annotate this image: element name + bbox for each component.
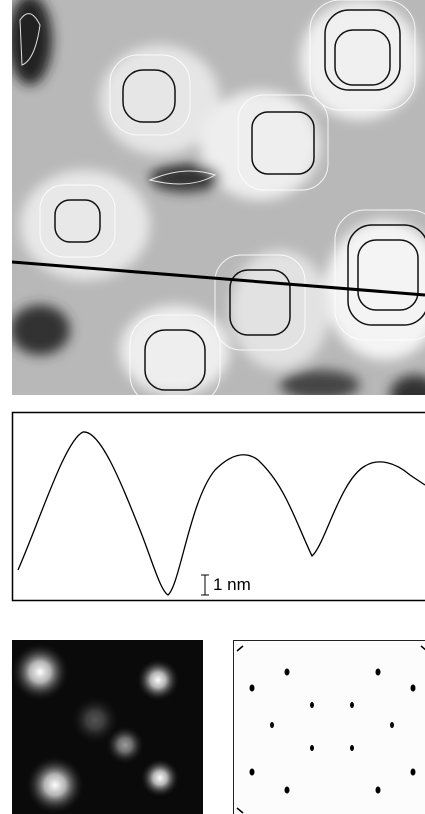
contour-image: [8, 0, 425, 415]
height-profile: 1 nm: [13, 413, 425, 601]
page: {"scale_bar": {"label": "1 nm"}}: [0, 0, 425, 814]
figure: 1 nm: [0, 0, 425, 814]
diffraction-pattern: [234, 641, 425, 814]
fft-image: [10, 640, 203, 814]
scale-bar-label: 1 nm: [213, 575, 251, 594]
